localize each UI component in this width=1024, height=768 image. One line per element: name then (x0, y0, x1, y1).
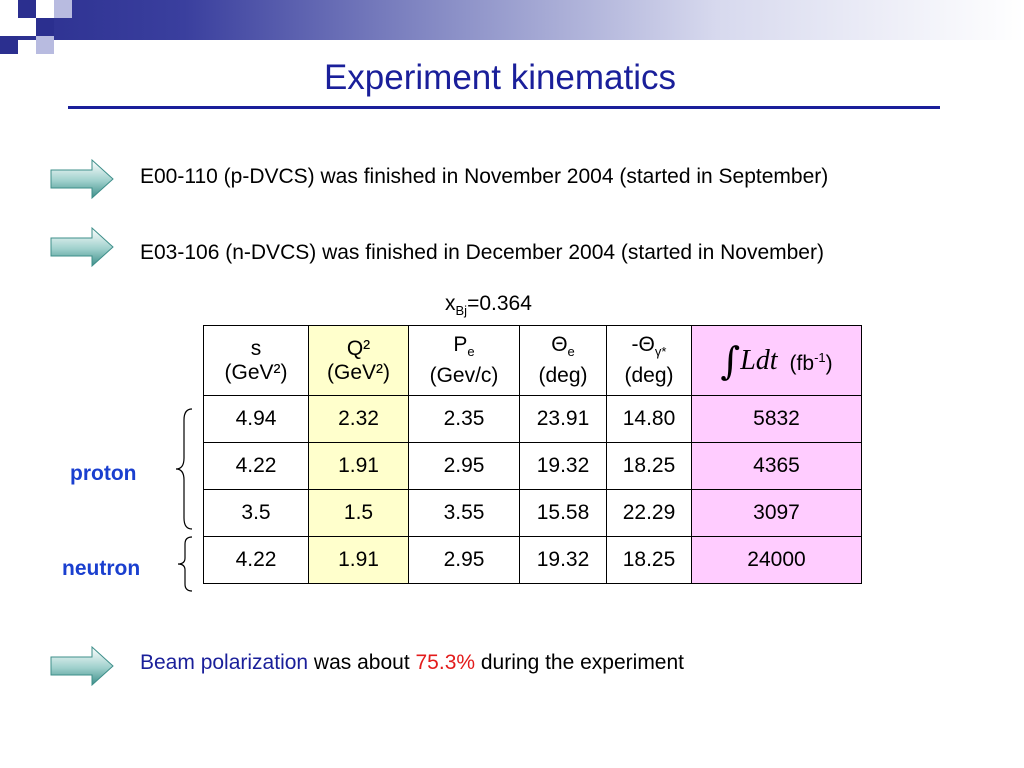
table-cell: 5832 (691, 395, 862, 443)
table-cell: 1.91 (308, 536, 409, 584)
arrow-bullet-icon (50, 646, 114, 686)
table-row: 4.22 1.91 2.95 19.32 18.25 4365 (203, 442, 862, 490)
table-cell: 4.22 (203, 536, 309, 584)
table-cell: 3097 (691, 489, 862, 537)
table-cell: 19.32 (519, 536, 607, 584)
slide-title: Experiment kinematics (323, 58, 677, 97)
table-row: 4.94 2.32 2.35 23.91 14.80 5832 (203, 395, 862, 443)
table-cell: 4.22 (203, 442, 309, 490)
table-cell: 22.29 (606, 489, 692, 537)
brace-icon (175, 408, 193, 530)
header-pe: Pe (Gev/c) (408, 325, 520, 396)
table-cell: 14.80 (606, 395, 692, 443)
table-cell: 4365 (691, 442, 862, 490)
title-underline (68, 106, 940, 109)
header-theta-e: Θe (deg) (519, 325, 607, 396)
table-header-row: s (GeV²) Q² (GeV²) Pe (Gev/c) Θe (deg) -Θγ*(… (203, 325, 862, 396)
table-cell: 4.94 (203, 395, 309, 443)
table-cell: 18.25 (606, 536, 692, 584)
table-cell: 3.55 (408, 489, 520, 537)
table-cell: 1.91 (308, 442, 409, 490)
proton-label: proton (70, 462, 137, 485)
table-cell: 2.35 (408, 395, 520, 443)
table-cell: 23.91 (519, 395, 607, 443)
table-cell: 15.58 (519, 489, 607, 537)
table-row: 4.22 1.91 2.95 19.32 18.25 24000 (203, 536, 862, 584)
table-cell: 2.32 (308, 395, 409, 443)
table-cell: 2.95 (408, 536, 520, 584)
bullet-text-ndvcs: E03-106 (n-DVCS) was finished in Decembe… (140, 241, 824, 264)
table-cell: 24000 (691, 536, 862, 584)
arrow-bullet-icon (50, 159, 114, 199)
header-s: s (GeV²) (203, 325, 309, 396)
xbj-value: xBj=0.364 (445, 292, 532, 319)
brace-icon (177, 536, 193, 592)
header-theta-gamma: -Θγ* (deg) (606, 325, 692, 396)
table-row: 3.5 1.5 3.55 15.58 22.29 3097 (203, 489, 862, 537)
table-cell: 19.32 (519, 442, 607, 490)
table-cell: 1.5 (308, 489, 409, 537)
kinematics-table: s (GeV²) Q² (GeV²) Pe (Gev/c) Θe (deg) -Θγ*(… (203, 325, 862, 584)
arrow-bullet-icon (50, 227, 114, 267)
bullet-text-polarization: Beam polarization was about 75.3% during… (140, 651, 685, 674)
integral-icon: ∫ (720, 338, 741, 383)
bullet-text-pdvcs: E00-110 (p-DVCS) was finished in Novembe… (140, 165, 829, 188)
table-cell: 3.5 (203, 489, 309, 537)
header-luminosity: ∫Ldt (fb-1) (691, 325, 862, 396)
table-cell: 18.25 (606, 442, 692, 490)
header-q2: Q² (GeV²) (308, 325, 409, 396)
header-band (0, 0, 1024, 40)
neutron-label: neutron (62, 557, 141, 580)
table-cell: 2.95 (408, 442, 520, 490)
